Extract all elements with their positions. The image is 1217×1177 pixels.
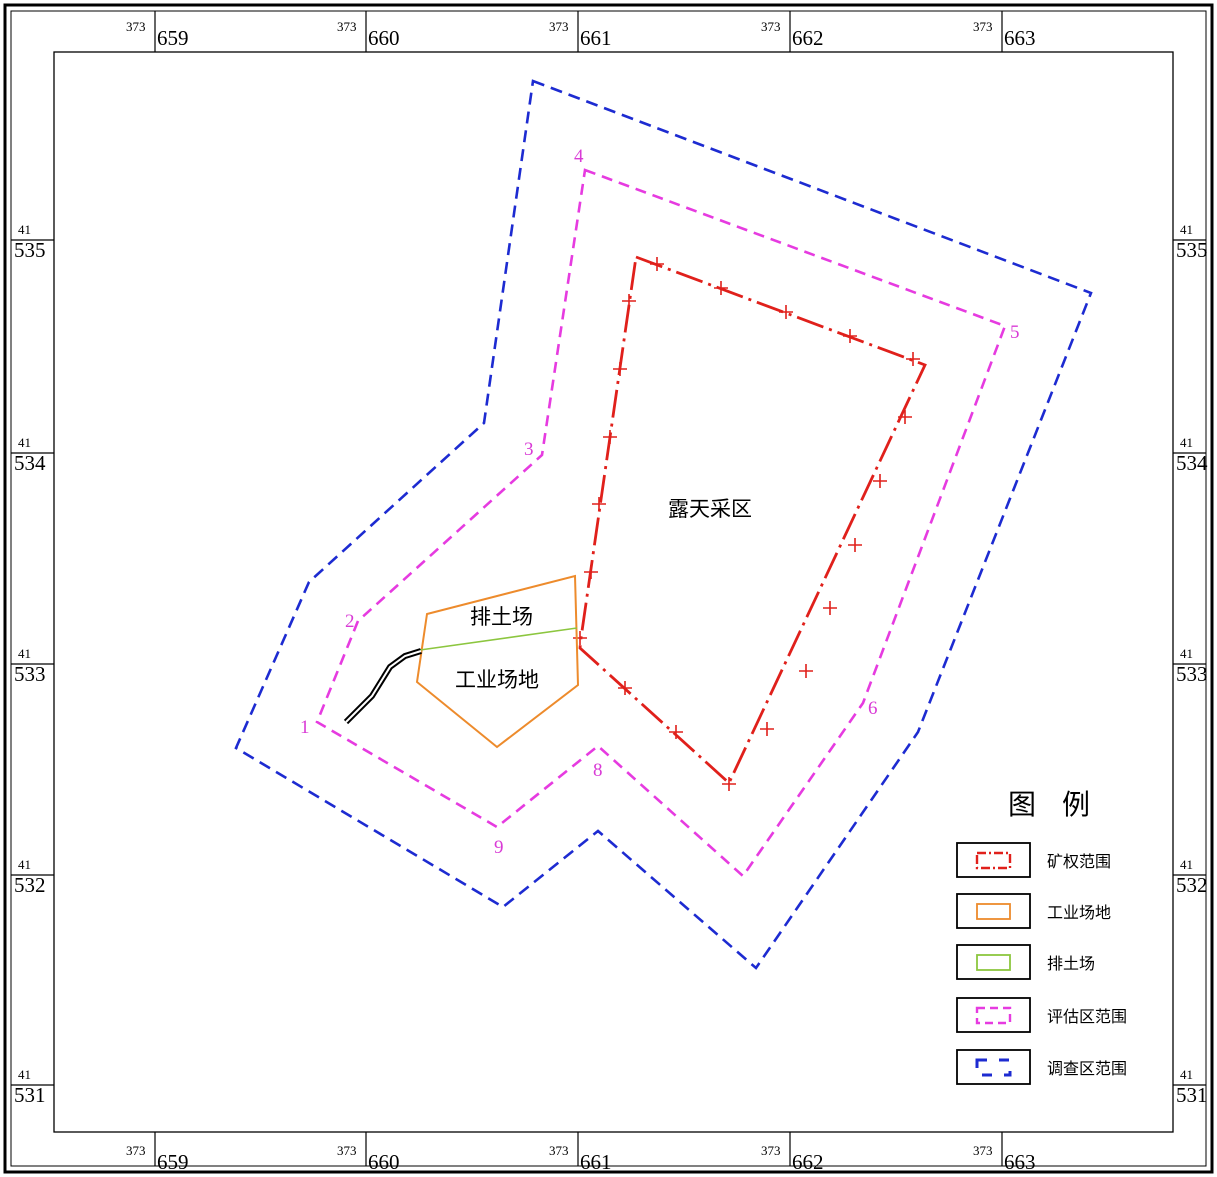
grid-label-y-prefix: 41 xyxy=(18,222,31,237)
grid-label-y: 532 xyxy=(14,873,46,897)
grid-label-x: 659 xyxy=(157,26,189,50)
legend-swatch-mining-right xyxy=(975,851,1012,870)
grid-label-y-prefix: 41 xyxy=(1180,1067,1193,1082)
grid-label-x-prefix: 373 xyxy=(761,19,781,34)
grid-label-x: 662 xyxy=(792,26,824,50)
grid-label-y-prefix: 41 xyxy=(18,1067,31,1082)
grid-label-x: 660 xyxy=(368,1150,400,1174)
grid-label-x: 661 xyxy=(580,26,612,50)
legend-swatch-survey xyxy=(975,1058,1012,1077)
grid-label-x: 659 xyxy=(157,1150,189,1174)
grid-label-x-prefix: 373 xyxy=(973,19,993,34)
grid-label-y: 533 xyxy=(1176,662,1208,686)
grid-label-y: 534 xyxy=(14,451,46,475)
point-label: 5 xyxy=(1010,322,1020,343)
right-grid-labels: 41 535 41 534 41 533 41 532 41 531 xyxy=(1176,222,1208,1107)
grid-label-y: 534 xyxy=(1176,451,1208,475)
grid-label-x: 661 xyxy=(580,1150,612,1174)
grid-label-x-prefix: 373 xyxy=(549,1143,569,1158)
grid-border xyxy=(10,10,1207,1167)
grid-label-y-prefix: 41 xyxy=(18,646,31,661)
grid-label-y-prefix: 41 xyxy=(18,857,31,872)
grid-label-x: 660 xyxy=(368,26,400,50)
legend-label: 调查区范围 xyxy=(1047,1059,1127,1078)
point-label: 1 xyxy=(300,717,310,738)
grid-label-y: 535 xyxy=(14,238,46,262)
grid-label-x-prefix: 373 xyxy=(126,19,146,34)
grid-label-y: 535 xyxy=(1176,238,1208,262)
left-grid-labels: 41 535 41 534 41 533 41 532 41 531 xyxy=(14,222,46,1107)
legend-box xyxy=(956,997,1031,1033)
legend-box xyxy=(956,893,1031,929)
point-label: 9 xyxy=(494,837,504,858)
top-grid-labels: 373 659 373 660 373 661 373 662 373 663 xyxy=(126,19,1036,50)
grid-label-x-prefix: 373 xyxy=(761,1143,781,1158)
point-label: 3 xyxy=(524,439,534,460)
grid-label-y: 531 xyxy=(1176,1083,1208,1107)
legend-title: 图例 xyxy=(1008,788,1116,821)
legend-label: 排土场 xyxy=(1047,954,1095,973)
grid-label-y: 533 xyxy=(14,662,46,686)
legend: 图例 矿权范围 工业场地 排土场 评估区范围 调查区范围 xyxy=(956,788,1127,1085)
industrial-site-label: 工业场地 xyxy=(455,668,539,692)
grid-label-y-prefix: 41 xyxy=(18,435,31,450)
grid-label-x-prefix: 373 xyxy=(126,1143,146,1158)
top-grid-ticks xyxy=(11,11,1206,1166)
legend-swatch-assessment xyxy=(975,1006,1012,1025)
grid-label-y-prefix: 41 xyxy=(1180,646,1193,661)
open-pit-label: 露天采区 xyxy=(668,497,752,521)
grid-label-y: 531 xyxy=(14,1083,46,1107)
grid-label-x: 663 xyxy=(1004,26,1036,50)
legend-label: 矿权范围 xyxy=(1047,852,1111,871)
legend-label: 工业场地 xyxy=(1047,903,1111,922)
mining-right-boundary xyxy=(578,255,927,786)
map-frame xyxy=(53,51,1174,1133)
grid-label-y-prefix: 41 xyxy=(1180,857,1193,872)
legend-label: 评估区范围 xyxy=(1047,1007,1127,1026)
waste-dump-label: 排土场 xyxy=(470,605,533,629)
legend-box xyxy=(956,1049,1031,1085)
legend-swatch-waste-dump xyxy=(976,954,1011,971)
grid-label-x-prefix: 373 xyxy=(337,1143,357,1158)
grid-label-x-prefix: 373 xyxy=(549,19,569,34)
assessment-area-boundary xyxy=(315,168,1007,878)
survey-area-boundary xyxy=(234,79,1093,970)
grid-label-y: 532 xyxy=(1176,873,1208,897)
bottom-grid-labels: 373 659 373 660 373 661 373 662 373 663 xyxy=(126,1143,1036,1174)
legend-box xyxy=(956,842,1031,878)
grid-label-y-prefix: 41 xyxy=(1180,435,1193,450)
legend-swatch-industrial-site xyxy=(976,903,1011,920)
grid-label-x-prefix: 373 xyxy=(337,19,357,34)
industrial-site-boundary xyxy=(415,574,580,749)
waste-dump-line xyxy=(419,627,578,651)
grid-label-x-prefix: 373 xyxy=(973,1143,993,1158)
grid-label-x: 663 xyxy=(1004,1150,1036,1174)
point-label: 2 xyxy=(345,611,355,632)
road-inner xyxy=(345,650,422,723)
grid-label-y-prefix: 41 xyxy=(1180,222,1193,237)
grid-label-x: 662 xyxy=(792,1150,824,1174)
point-label: 8 xyxy=(593,760,603,781)
mining-right-tick-marks xyxy=(573,257,920,791)
legend-box xyxy=(956,944,1031,980)
outer-frame xyxy=(3,3,1214,1174)
point-label: 6 xyxy=(868,698,878,719)
point-label: 4 xyxy=(574,146,584,167)
